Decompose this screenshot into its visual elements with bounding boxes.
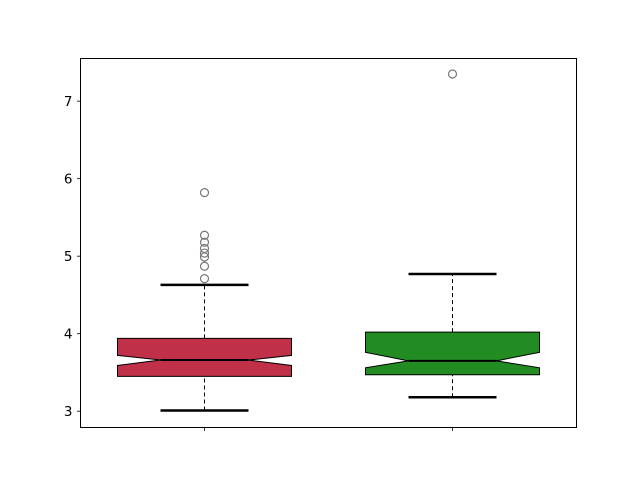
box <box>365 331 540 376</box>
outlier-point <box>199 188 210 198</box>
y-tick-label: 5 <box>64 249 73 265</box>
outlier-point <box>199 274 210 284</box>
y-tick-label: 7 <box>64 94 73 110</box>
y-tick-label: 6 <box>64 172 73 188</box>
box <box>117 337 292 377</box>
y-tick-label: 3 <box>64 404 73 420</box>
outlier-point <box>199 261 210 271</box>
outlier-point <box>199 243 210 254</box>
outlier-point <box>199 237 210 247</box>
y-tick-label: 4 <box>64 327 73 343</box>
outlier-point <box>447 69 458 79</box>
outlier-point <box>199 230 210 240</box>
plot-frame <box>80 58 577 428</box>
outlier-point <box>199 248 210 258</box>
